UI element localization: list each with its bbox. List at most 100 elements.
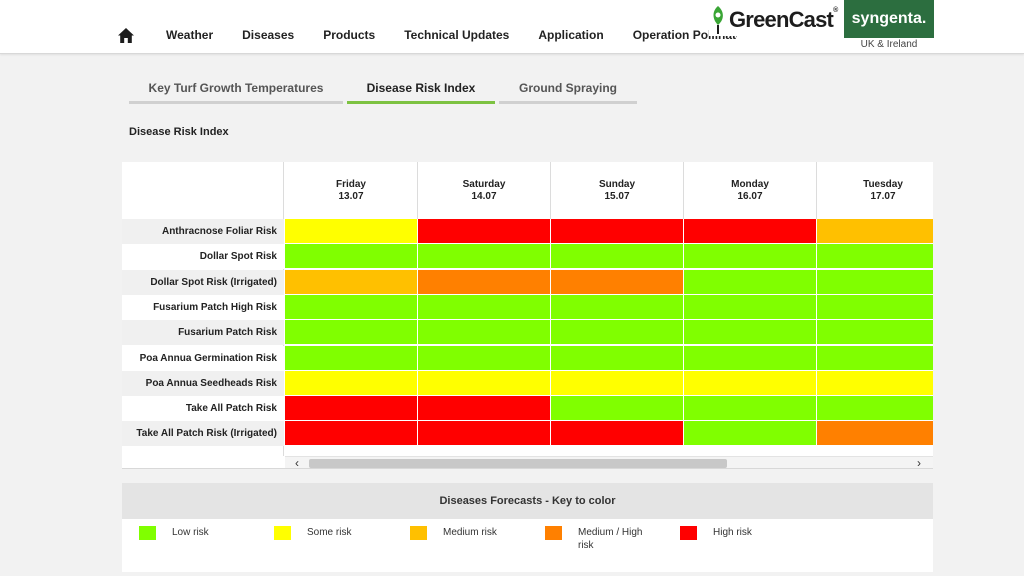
scroll-left-icon[interactable]: ‹ [295, 456, 299, 470]
risk-cell-low [551, 345, 684, 371]
key-swatch [410, 526, 427, 540]
greencast-logo-text: GreenCast [729, 7, 834, 32]
tab-key-turf-growth-temperatures[interactable]: Key Turf Growth Temperatures [129, 74, 343, 104]
risk-cell-low [418, 345, 551, 371]
risk-cell-low [684, 269, 817, 295]
day-header: Saturday 14.07 [418, 162, 551, 219]
table-bottom-divider [122, 468, 933, 469]
risk-cell-high [418, 396, 551, 422]
risk-cell-low [684, 396, 817, 422]
key-swatch [545, 526, 562, 540]
main-nav: Weather Diseases Products Technical Upda… [118, 20, 737, 50]
risk-cell-some [285, 219, 418, 244]
registered-mark: ® [833, 7, 838, 14]
risk-cell-low [418, 320, 551, 346]
key-title: Diseases Forecasts - Key to color [122, 483, 933, 519]
risk-cell-medium [817, 219, 933, 244]
risk-cell-low [418, 294, 551, 320]
risk-cell-some [418, 370, 551, 396]
row-label: Poa Annua Germination Risk [122, 345, 284, 371]
nav-diseases[interactable]: Diseases [242, 28, 295, 42]
key-label: Medium / High risk [578, 527, 643, 551]
nav-application[interactable]: Application [538, 28, 604, 42]
key-label: Medium risk [443, 527, 497, 538]
section-title: Disease Risk Index [129, 126, 229, 138]
risk-cell-low [817, 244, 933, 270]
risk-cell-low [684, 294, 817, 320]
day-name: Friday [335, 178, 366, 190]
risk-cell-low [551, 320, 684, 346]
risk-cell-medium [285, 269, 418, 295]
greencast-leaf-icon [713, 6, 723, 34]
risk-cell-high [285, 421, 418, 447]
day-header: Monday 16.07 [684, 162, 817, 219]
nav-weather[interactable]: Weather [166, 28, 214, 42]
key-label: High risk [713, 527, 752, 538]
risk-cell-high [684, 219, 817, 244]
key-swatch [274, 526, 291, 540]
key-item: High risk [680, 526, 783, 540]
risk-cell-some [285, 370, 418, 396]
risk-cell-high [551, 219, 684, 244]
tab-disease-risk-index[interactable]: Disease Risk Index [347, 74, 495, 104]
day-header: Sunday 15.07 [551, 162, 684, 219]
day-header: Tuesday 17.07 [817, 162, 933, 219]
risk-cell-some [551, 370, 684, 396]
risk-cell-high [418, 219, 551, 244]
risk-cell-some [684, 370, 817, 396]
risk-cell-medium-high [817, 421, 933, 447]
risk-cell-low [817, 269, 933, 295]
key-item: Low risk [139, 526, 242, 540]
risk-cell-low [684, 320, 817, 346]
risk-cell-high [285, 396, 418, 422]
nav-products[interactable]: Products [323, 28, 376, 42]
row-labels-column: Anthracnose Foliar Risk Dollar Spot Risk D… [122, 162, 284, 456]
risk-cell-high [418, 421, 551, 447]
row-label: Dollar Spot Risk [122, 244, 284, 270]
day-date: 16.07 [737, 190, 763, 202]
horizontal-scrollbar[interactable]: ‹ › [285, 456, 933, 469]
risk-cell-low [285, 345, 418, 371]
day-header: Friday 13.07 [285, 162, 418, 219]
risk-cell-low [285, 244, 418, 270]
day-name: Sunday [598, 178, 636, 190]
risk-cell-low [418, 244, 551, 270]
nav-technical-updates[interactable]: Technical Updates [404, 28, 510, 42]
row-label: Take All Patch Risk [122, 396, 284, 422]
top-header: Weather Diseases Products Technical Upda… [0, 0, 1024, 54]
risk-cell-low [817, 345, 933, 371]
tab-bar: Key Turf Growth Temperatures Disease Ris… [129, 74, 641, 104]
risk-cell-low [551, 244, 684, 270]
risk-cell-low [817, 320, 933, 346]
risk-cell-low [684, 421, 817, 447]
day-date: 14.07 [471, 190, 497, 202]
day-name: Tuesday [863, 178, 903, 190]
day-name: Saturday [462, 178, 506, 190]
greencast-logo[interactable]: GreenCast® [709, 4, 841, 36]
color-key: Low risk Some risk Medium risk Medium / Hig… [122, 519, 933, 572]
risk-cell-medium-high [551, 269, 684, 295]
region-label: UK & Ireland [860, 39, 918, 50]
row-label: Take All Patch Risk (Irrigated) [122, 421, 284, 447]
day-name: Monday [731, 178, 769, 190]
risk-cell-low [551, 294, 684, 320]
key-swatch [680, 526, 697, 540]
key-item: Some risk [274, 526, 377, 540]
risk-cell-low [285, 294, 418, 320]
risk-cell-low [684, 345, 817, 371]
tab-ground-spraying[interactable]: Ground Spraying [499, 74, 637, 104]
key-label: Some risk [307, 527, 352, 538]
row-label: Fusarium Patch High Risk [122, 294, 284, 320]
home-icon[interactable] [118, 24, 140, 46]
row-label: Poa Annua Seedheads Risk [122, 370, 284, 396]
syngenta-logo[interactable]: syngenta. [844, 0, 934, 38]
scroll-thumb[interactable] [309, 459, 727, 468]
risk-cell-low [817, 294, 933, 320]
key-item: Medium / High risk [545, 526, 648, 552]
risk-cell-low [817, 396, 933, 422]
risk-cell-medium-high [418, 269, 551, 295]
risk-cell-high [551, 421, 684, 447]
row-label: Dollar Spot Risk (Irrigated) [122, 269, 284, 295]
disease-risk-table: Anthracnose Foliar Risk Dollar Spot Risk D… [122, 162, 933, 469]
scroll-right-icon[interactable]: › [917, 456, 921, 470]
